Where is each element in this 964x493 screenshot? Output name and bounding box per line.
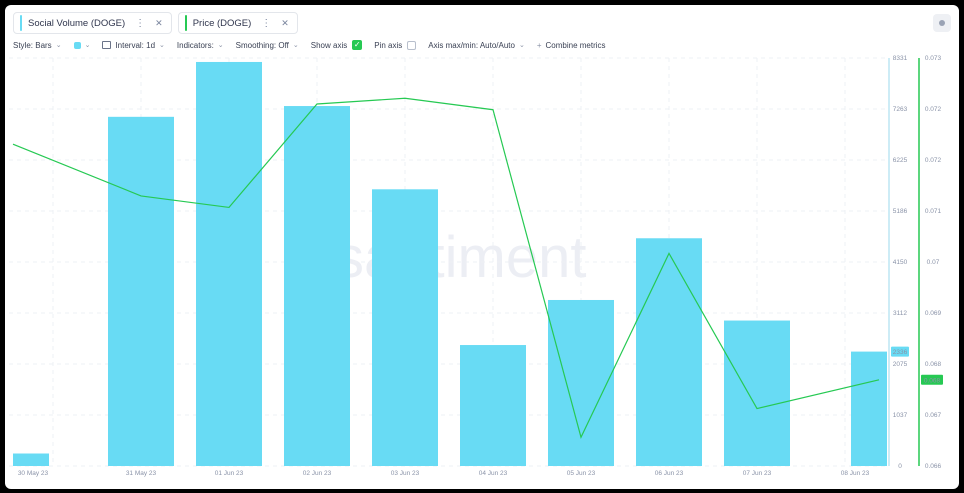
combine-metrics-label: Combine metrics <box>545 40 606 50</box>
more-options-icon[interactable]: ⋮ <box>135 17 146 29</box>
price-line <box>12 97 880 439</box>
metric-tab-label: Price (DOGE) <box>192 17 252 29</box>
right-axis-tick-label: 0.072 <box>925 106 942 113</box>
interval-dropdown[interactable]: Interval: 1d ⌄ <box>102 40 165 50</box>
style-label: Style: Bars <box>13 40 52 50</box>
more-options-icon[interactable]: ⋮ <box>261 17 272 29</box>
settings-icon <box>939 20 945 26</box>
x-axis-tick-label: 07 Jun 23 <box>743 470 772 477</box>
interval-label: Interval: 1d <box>115 40 156 50</box>
last-price-badge <box>921 374 943 385</box>
x-axis-tick-label: 04 Jun 23 <box>479 470 508 477</box>
pin-axis-label: Pin axis <box>374 40 403 50</box>
left-axis-tick-label: 2075 <box>893 361 908 368</box>
axis-maxmin-label: Axis max/min: Auto/Auto <box>428 40 515 50</box>
bar <box>851 351 887 466</box>
chevron-down-icon: ⌄ <box>55 42 62 49</box>
left-axis-tick-label: 1037 <box>893 412 908 419</box>
show-axis-label: Show axis <box>310 40 348 50</box>
left-axis-tick-label: 7263 <box>893 106 908 113</box>
metric-tabs: Social Volume (DOGE) ⋮ ✕ Price (DOGE) ⋮ … <box>13 12 298 34</box>
bar <box>724 320 790 466</box>
last-price-label: 0.068 <box>924 377 941 384</box>
bar <box>108 116 174 466</box>
metric-color-bar <box>20 15 22 31</box>
right-axis-tick-label: 0.069 <box>925 310 942 317</box>
right-axis-tick-label: 0.068 <box>925 361 942 368</box>
x-axis-tick-label: 31 May 23 <box>126 470 157 477</box>
left-axis-tick-label: 5186 <box>893 208 908 215</box>
left-axis-tick-label: 4150 <box>893 259 908 266</box>
bar <box>196 61 262 467</box>
chevron-down-icon: ⌄ <box>159 42 165 49</box>
left-axis-tick-label: 6225 <box>893 157 908 164</box>
line-series <box>12 97 880 439</box>
chevron-down-icon: ⌄ <box>518 42 525 49</box>
combine-metrics-button[interactable]: + Combine metrics <box>537 41 606 50</box>
checkbox-unchecked-icon[interactable] <box>407 40 417 50</box>
chevron-down-icon: ⌄ <box>292 42 299 49</box>
bar-series <box>13 61 887 467</box>
style-dropdown[interactable]: Style: Bars ⌄ <box>13 41 62 50</box>
axes: 0 0.066 1037 0.067 2075 0.068 3112 0.069 4150 0.0… <box>18 55 943 477</box>
color-picker[interactable]: ⌄ <box>73 41 91 49</box>
metric-tab-label: Social Volume (DOGE) <box>28 17 126 29</box>
last-value-badge <box>891 346 909 357</box>
x-axis-tick-label: 03 Jun 23 <box>391 470 420 477</box>
bar <box>460 345 526 466</box>
right-axis-tick-label: 0.07 <box>927 259 940 266</box>
x-axis-tick-label: 06 Jun 23 <box>655 470 684 477</box>
calendar-icon <box>102 41 112 49</box>
plus-icon: + <box>536 40 542 50</box>
smoothing-label: Smoothing: Off <box>235 40 289 50</box>
axis-maxmin-dropdown[interactable]: Axis max/min: Auto/Auto ⌄ <box>428 41 525 50</box>
right-axis-tick-label: 0.066 <box>925 463 942 470</box>
bar <box>284 106 350 466</box>
metric-tab-price[interactable]: Price (DOGE) ⋮ ✕ <box>177 12 298 34</box>
settings-button[interactable] <box>933 14 951 32</box>
chart-toolbar: Style: Bars ⌄ ⌄ Interval: 1d ⌄ Indicator… <box>13 38 618 52</box>
bar <box>636 238 702 466</box>
x-axis-tick-label: 08 Jun 23 <box>841 470 870 477</box>
left-axis-tick-label: 0 <box>898 463 902 470</box>
metric-color-bar <box>184 15 187 31</box>
show-axis-toggle[interactable]: Show axis ✓ <box>310 40 363 50</box>
bar <box>13 453 49 466</box>
bar <box>372 189 438 466</box>
pin-axis-toggle[interactable]: Pin axis <box>374 40 417 50</box>
x-axis-tick-label: 02 Jun 23 <box>303 470 332 477</box>
x-axis-tick-label: 30 May 23 <box>18 470 49 477</box>
last-value-label: 2336 <box>893 349 908 356</box>
right-axis-tick-label: 0.073 <box>925 55 942 62</box>
right-axis-tick-label: 0.071 <box>925 208 942 215</box>
bar <box>548 299 614 466</box>
left-axis-tick-label: 3112 <box>893 310 907 317</box>
close-icon[interactable]: ✕ <box>155 17 163 28</box>
checkbox-checked-icon[interactable]: ✓ <box>352 40 363 50</box>
smoothing-dropdown[interactable]: Smoothing: Off ⌄ <box>236 41 299 50</box>
x-axis-tick-label: 01 Jun 23 <box>215 470 244 477</box>
close-icon[interactable]: ✕ <box>281 17 289 28</box>
indicators-dropdown[interactable]: Indicators: ⌄ <box>177 41 224 50</box>
chart-panel: Social Volume (DOGE) ⋮ ✕ Price (DOGE) ⋮ … <box>5 5 959 489</box>
chevron-down-icon: ⌄ <box>217 42 224 49</box>
metric-tab-social-volume[interactable]: Social Volume (DOGE) ⋮ ✕ <box>13 12 172 34</box>
x-axis-tick-label: 05 Jun 23 <box>567 470 596 477</box>
indicators-label: Indicators: <box>176 40 214 50</box>
chevron-down-icon: ⌄ <box>84 42 91 49</box>
right-axis-tick-label: 0.067 <box>925 412 942 419</box>
right-axis-tick-label: 0.072 <box>925 157 942 164</box>
color-swatch <box>73 41 81 49</box>
left-axis-tick-label: 8331 <box>893 55 908 62</box>
